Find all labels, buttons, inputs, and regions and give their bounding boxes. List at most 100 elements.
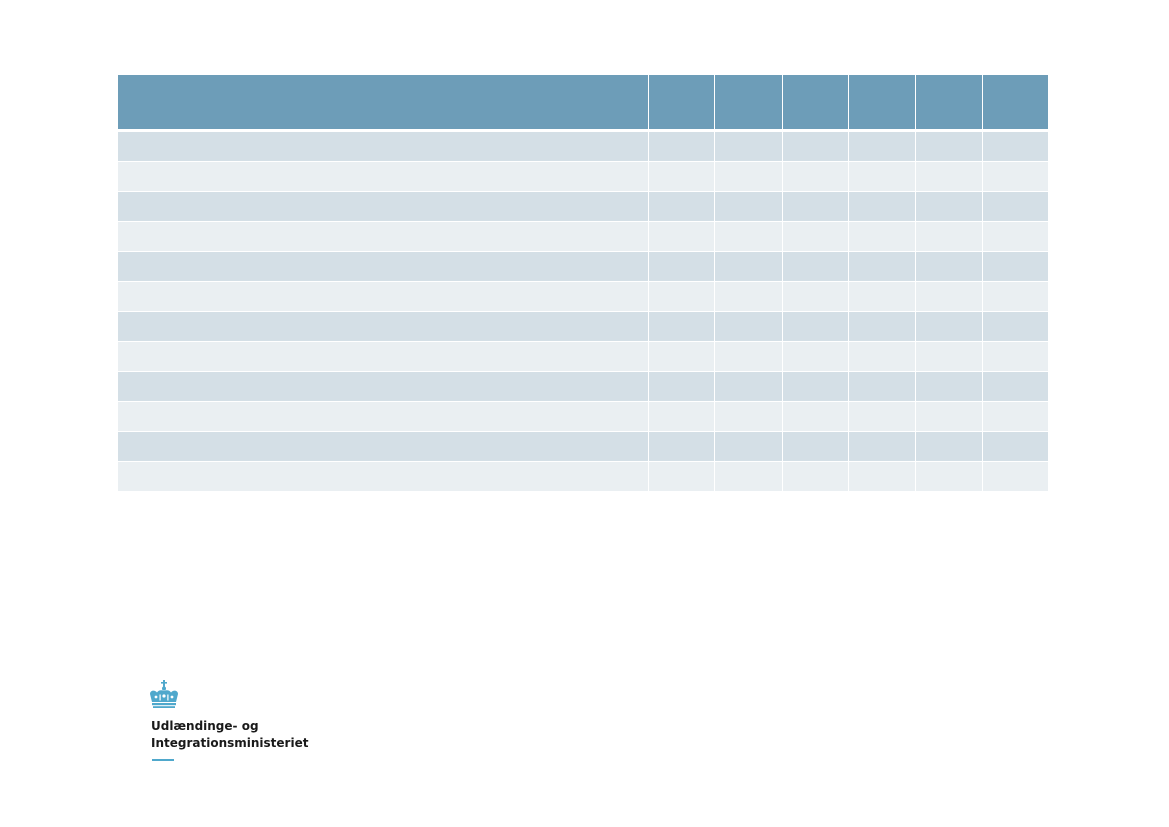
table-cell bbox=[118, 161, 649, 192]
table-cell bbox=[982, 191, 1048, 222]
table-cell bbox=[982, 371, 1048, 402]
table-header-cell bbox=[118, 75, 649, 132]
table-cell bbox=[714, 401, 783, 432]
table-header-cell bbox=[782, 75, 849, 132]
table-cell bbox=[648, 281, 715, 312]
table-cell bbox=[848, 221, 916, 252]
table-header-cell bbox=[648, 75, 715, 132]
table-header-row bbox=[118, 75, 1048, 132]
ministry-name: Udlændinge- og Integrationsministeriet bbox=[151, 718, 309, 752]
ministry-name-line2: Integrationsministeriet bbox=[151, 736, 309, 750]
table-cell bbox=[982, 311, 1048, 342]
table-cell bbox=[714, 461, 783, 492]
table-cell bbox=[848, 281, 916, 312]
table-cell bbox=[915, 311, 983, 342]
crown-icon bbox=[150, 680, 178, 708]
table-cell bbox=[982, 130, 1048, 162]
table-cell bbox=[118, 221, 649, 252]
table-cell bbox=[118, 311, 649, 342]
table-cell bbox=[848, 130, 916, 162]
table-row bbox=[118, 371, 1048, 402]
table-cell bbox=[782, 191, 849, 222]
table-row bbox=[118, 130, 1048, 162]
table-cell bbox=[714, 161, 783, 192]
table-cell bbox=[648, 251, 715, 282]
table-cell bbox=[982, 251, 1048, 282]
table-header-cell bbox=[848, 75, 916, 132]
table-cell bbox=[848, 431, 916, 462]
table-cell bbox=[982, 431, 1048, 462]
table-row bbox=[118, 281, 1048, 312]
table-cell bbox=[714, 371, 783, 402]
table-row bbox=[118, 251, 1048, 282]
table-cell bbox=[782, 130, 849, 162]
table-row bbox=[118, 191, 1048, 222]
ministry-name-line1: Udlændinge- og bbox=[151, 719, 259, 733]
table-cell bbox=[982, 161, 1048, 192]
table-cell bbox=[782, 251, 849, 282]
table-header-cell bbox=[714, 75, 783, 132]
table-row bbox=[118, 461, 1048, 492]
table-header-cell bbox=[982, 75, 1048, 132]
table-cell bbox=[915, 221, 983, 252]
table-cell bbox=[982, 221, 1048, 252]
table-cell bbox=[648, 161, 715, 192]
table-cell bbox=[648, 311, 715, 342]
table-cell bbox=[648, 461, 715, 492]
table-cell bbox=[648, 221, 715, 252]
table-cell bbox=[782, 221, 849, 252]
table-cell bbox=[982, 341, 1048, 372]
table-cell bbox=[782, 431, 849, 462]
ministry-logo: Udlændinge- og Integrationsministeriet bbox=[147, 680, 309, 761]
table-row bbox=[118, 161, 1048, 192]
table-cell bbox=[848, 191, 916, 222]
table-cell bbox=[848, 251, 916, 282]
table-cell bbox=[915, 371, 983, 402]
table-cell bbox=[714, 341, 783, 372]
table-row bbox=[118, 431, 1048, 462]
table-cell bbox=[782, 311, 849, 342]
table-cell bbox=[118, 431, 649, 462]
table-cell bbox=[915, 281, 983, 312]
table-cell bbox=[982, 401, 1048, 432]
table-cell bbox=[714, 251, 783, 282]
table-cell bbox=[118, 341, 649, 372]
logo-underline bbox=[152, 759, 174, 761]
table-cell bbox=[915, 251, 983, 282]
table-cell bbox=[714, 281, 783, 312]
table-cell bbox=[118, 281, 649, 312]
table-cell bbox=[782, 371, 849, 402]
table-cell bbox=[915, 401, 983, 432]
table-cell bbox=[982, 281, 1048, 312]
table-cell bbox=[782, 401, 849, 432]
table-cell bbox=[648, 341, 715, 372]
table-cell bbox=[648, 130, 715, 162]
table-header-cell bbox=[915, 75, 983, 132]
table-cell bbox=[714, 311, 783, 342]
table-cell bbox=[118, 130, 649, 162]
table-cell bbox=[118, 251, 649, 282]
table-cell bbox=[714, 130, 783, 162]
table-cell bbox=[118, 191, 649, 222]
table-cell bbox=[714, 431, 783, 462]
table-cell bbox=[848, 371, 916, 402]
table-cell bbox=[915, 431, 983, 462]
table-cell bbox=[848, 401, 916, 432]
table-row bbox=[118, 221, 1048, 252]
table-cell bbox=[648, 431, 715, 462]
table-cell bbox=[915, 341, 983, 372]
table-cell bbox=[782, 341, 849, 372]
table-cell bbox=[848, 161, 916, 192]
table-cell bbox=[782, 281, 849, 312]
table-cell bbox=[714, 221, 783, 252]
table-cell bbox=[848, 341, 916, 372]
table-cell bbox=[915, 161, 983, 192]
table-cell bbox=[648, 401, 715, 432]
table-cell bbox=[782, 161, 849, 192]
table-body bbox=[118, 130, 1048, 492]
table-cell bbox=[118, 401, 649, 432]
data-table bbox=[118, 75, 1048, 492]
data-table-container bbox=[118, 75, 1048, 492]
table-cell bbox=[648, 191, 715, 222]
table-cell bbox=[915, 461, 983, 492]
